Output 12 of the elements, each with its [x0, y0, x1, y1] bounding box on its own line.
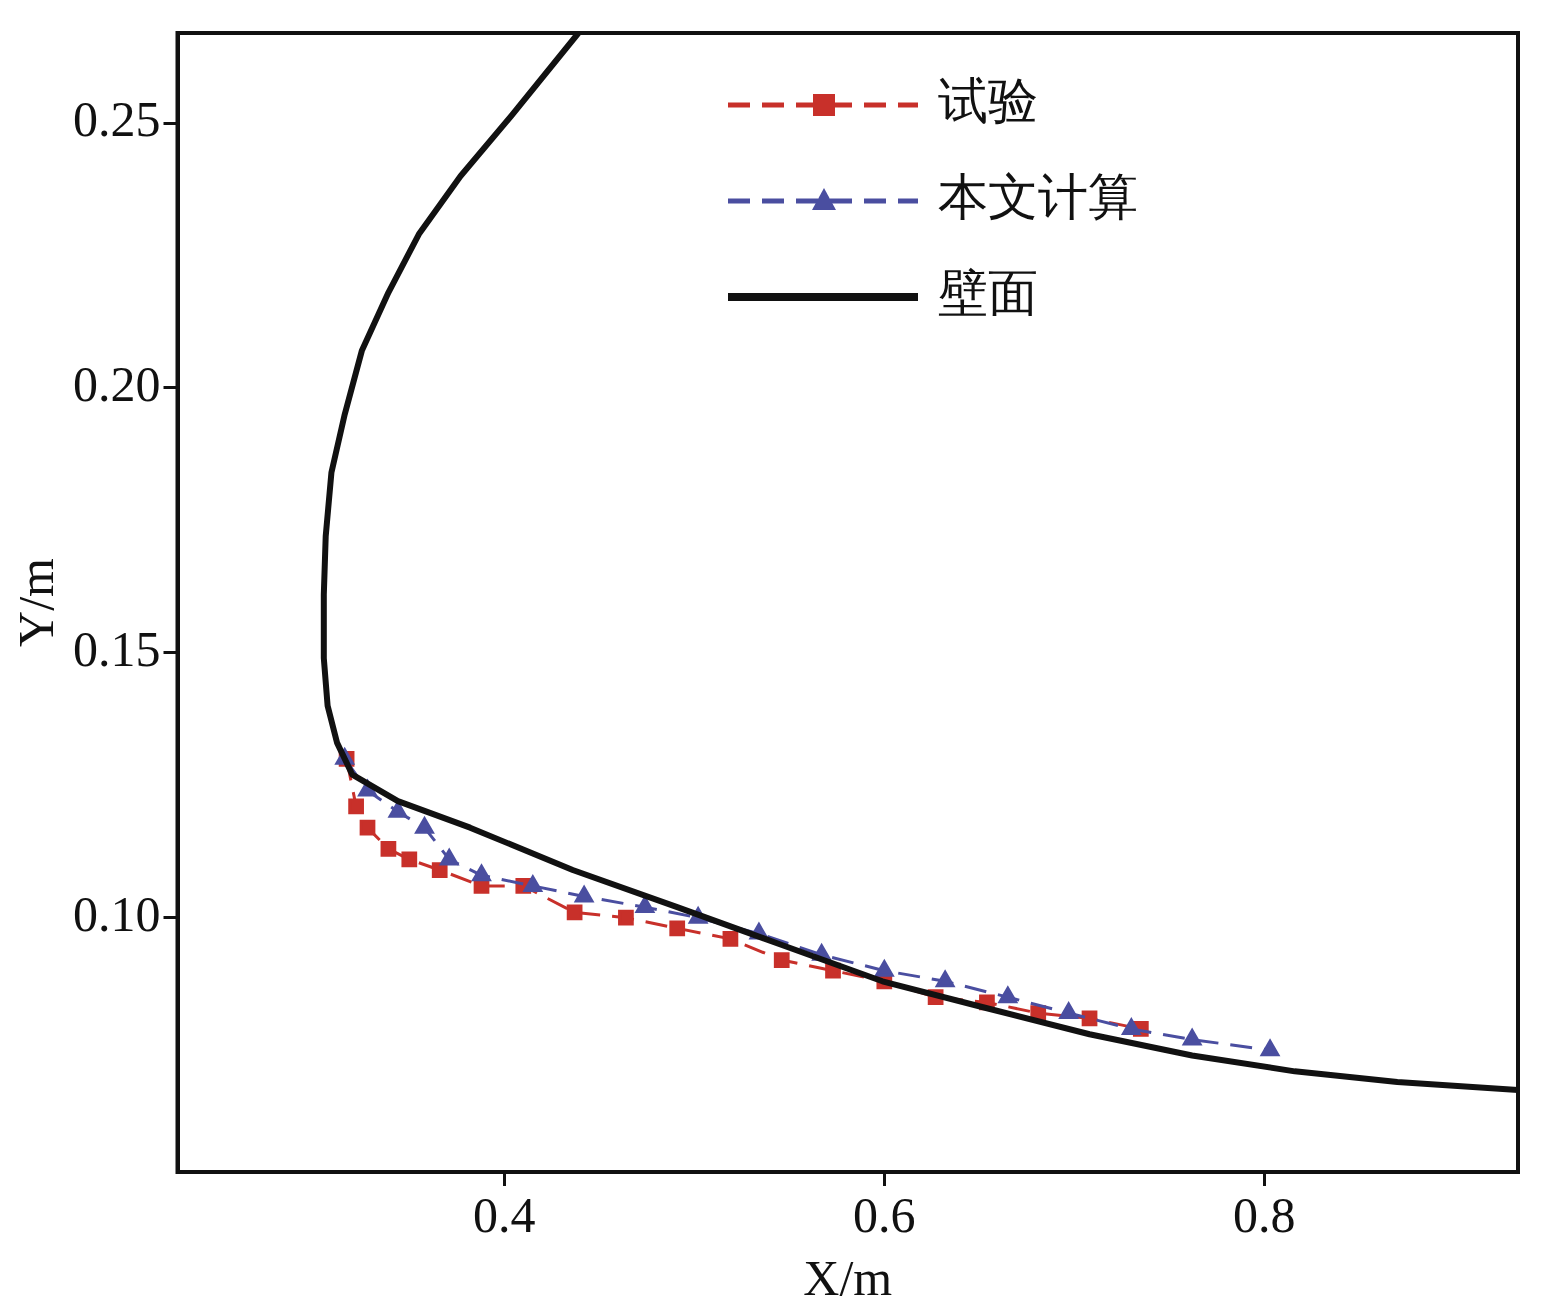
y-tick-label: 0.25 — [73, 91, 161, 148]
x-tick-label: 0.4 — [473, 1187, 536, 1244]
y-tick-label: 0.20 — [73, 356, 161, 413]
x-axis-title: X/m — [803, 1250, 893, 1307]
legend-label: 壁面 — [938, 265, 1038, 322]
y-tick-label: 0.10 — [73, 885, 161, 942]
legend-label: 本文计算 — [938, 169, 1138, 226]
x-tick-label: 0.6 — [853, 1187, 916, 1244]
x-tick-label: 0.8 — [1233, 1187, 1296, 1244]
y-tick-label: 0.15 — [73, 620, 161, 677]
legend-label: 试验 — [938, 73, 1038, 130]
y-axis-title: Y/m — [8, 557, 65, 647]
